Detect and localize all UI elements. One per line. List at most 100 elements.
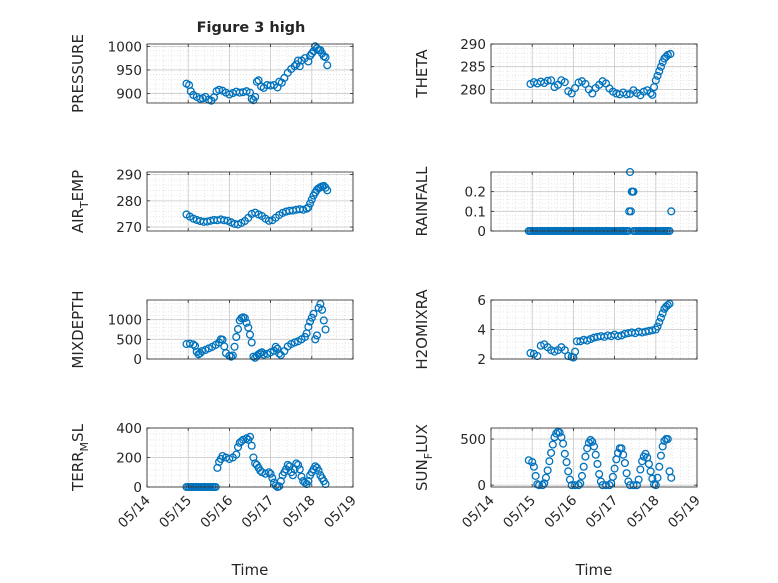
- data-point: [311, 335, 320, 344]
- data-point: [644, 459, 653, 469]
- data-point: [215, 85, 224, 94]
- data-point: [271, 342, 280, 351]
- plot-area: [491, 172, 697, 231]
- data-point: [632, 481, 641, 490]
- data-point: [297, 472, 306, 481]
- subplot-2: 280 285 290 THETA: [413, 37, 698, 104]
- data-point: [651, 481, 660, 490]
- data-point: [560, 346, 569, 355]
- data-point: [233, 325, 243, 334]
- data-point: [245, 330, 255, 339]
- data-point: [588, 437, 597, 446]
- y-axis-label: H2OMIXRA: [413, 289, 431, 370]
- data-point: [309, 309, 318, 318]
- data-point: [529, 462, 538, 471]
- data-point: [543, 466, 552, 475]
- data-point: [629, 187, 638, 196]
- data-point: [667, 207, 676, 216]
- data-point: [626, 207, 635, 216]
- y-tick-label: 2: [477, 352, 486, 368]
- data-point: [571, 481, 580, 490]
- data-point: [560, 449, 569, 458]
- y-axis-label: TERRMSL: [69, 423, 91, 492]
- data-point: [245, 432, 255, 441]
- data-point: [535, 481, 544, 490]
- data-point: [646, 88, 655, 98]
- data-point: [189, 340, 198, 349]
- y-tick-label: 200: [116, 451, 142, 467]
- x-tick-label: 05/14: [459, 493, 498, 532]
- data-point: [545, 457, 554, 466]
- y-tick-label: 6: [477, 293, 486, 309]
- y-tick-label: 950: [116, 63, 142, 79]
- data-point: [268, 474, 277, 483]
- data-point: [323, 61, 332, 70]
- data-point: [655, 318, 664, 327]
- data-point: [307, 195, 316, 204]
- data-point: [252, 77, 261, 86]
- data-point: [197, 347, 206, 356]
- data-point: [560, 78, 569, 87]
- y-tick-label: 0: [133, 480, 142, 496]
- data-point: [220, 216, 229, 225]
- data-point: [304, 203, 313, 212]
- data-point: [242, 318, 251, 327]
- data-point: [574, 481, 583, 490]
- data-point: [619, 450, 628, 459]
- data-point: [321, 479, 330, 489]
- data-point: [543, 76, 552, 85]
- data-point: [273, 83, 282, 92]
- data-point: [227, 352, 236, 361]
- data-point: [321, 325, 330, 334]
- data-point: [586, 435, 595, 445]
- data-point: [620, 458, 629, 468]
- data-point: [548, 440, 557, 449]
- data-point: [663, 435, 672, 444]
- axes-box: [490, 171, 698, 232]
- data-point: [295, 62, 304, 71]
- data-point: [304, 322, 313, 331]
- data-point: [247, 441, 256, 450]
- data-point: [306, 199, 315, 208]
- data-point: [264, 216, 273, 225]
- data-point: [596, 477, 605, 486]
- data-point: [648, 474, 657, 483]
- data-point: [663, 301, 672, 310]
- data-point: [653, 322, 662, 331]
- data-point: [648, 90, 657, 99]
- data-point: [658, 442, 667, 451]
- data-point: [667, 473, 676, 482]
- y-tick-label: 500: [460, 432, 486, 448]
- x-tick-label: 05/15: [500, 493, 539, 532]
- data-point: [562, 458, 571, 467]
- data-point: [636, 465, 645, 474]
- y-tick-label: 285: [460, 60, 486, 76]
- data-point: [656, 62, 665, 71]
- y-tick-label: 0.2: [465, 185, 486, 201]
- y-axis-label: AIRTEMP: [69, 170, 91, 233]
- x-tick-label: 05/18: [280, 493, 319, 532]
- data-point: [666, 49, 675, 59]
- data-point: [613, 332, 623, 341]
- data-point: [290, 62, 299, 71]
- data-point: [658, 309, 667, 318]
- data-point: [321, 53, 330, 62]
- data-point: [653, 473, 662, 482]
- data-point: [653, 71, 662, 80]
- data-point: [275, 482, 284, 491]
- data-point: [526, 349, 535, 358]
- data-point: [294, 460, 303, 469]
- x-tick-label: 05/19: [321, 493, 360, 532]
- data-point: [656, 313, 665, 322]
- y-tick-label: 290: [460, 37, 486, 53]
- data-point: [264, 468, 273, 477]
- subplot-8: 0 500 SUNFLUX 05/14 05/15 05/16 05/17 05/18 05/1…: [413, 424, 704, 579]
- data-point: [251, 92, 260, 101]
- figure-title: Figure 3 high: [197, 20, 306, 36]
- subplot-4: 0 0.1 0.2 RAINFALL: [413, 166, 698, 240]
- y-tick-label: 0: [477, 478, 486, 494]
- data-point: [312, 331, 322, 340]
- y-tick-label: 280: [116, 194, 142, 210]
